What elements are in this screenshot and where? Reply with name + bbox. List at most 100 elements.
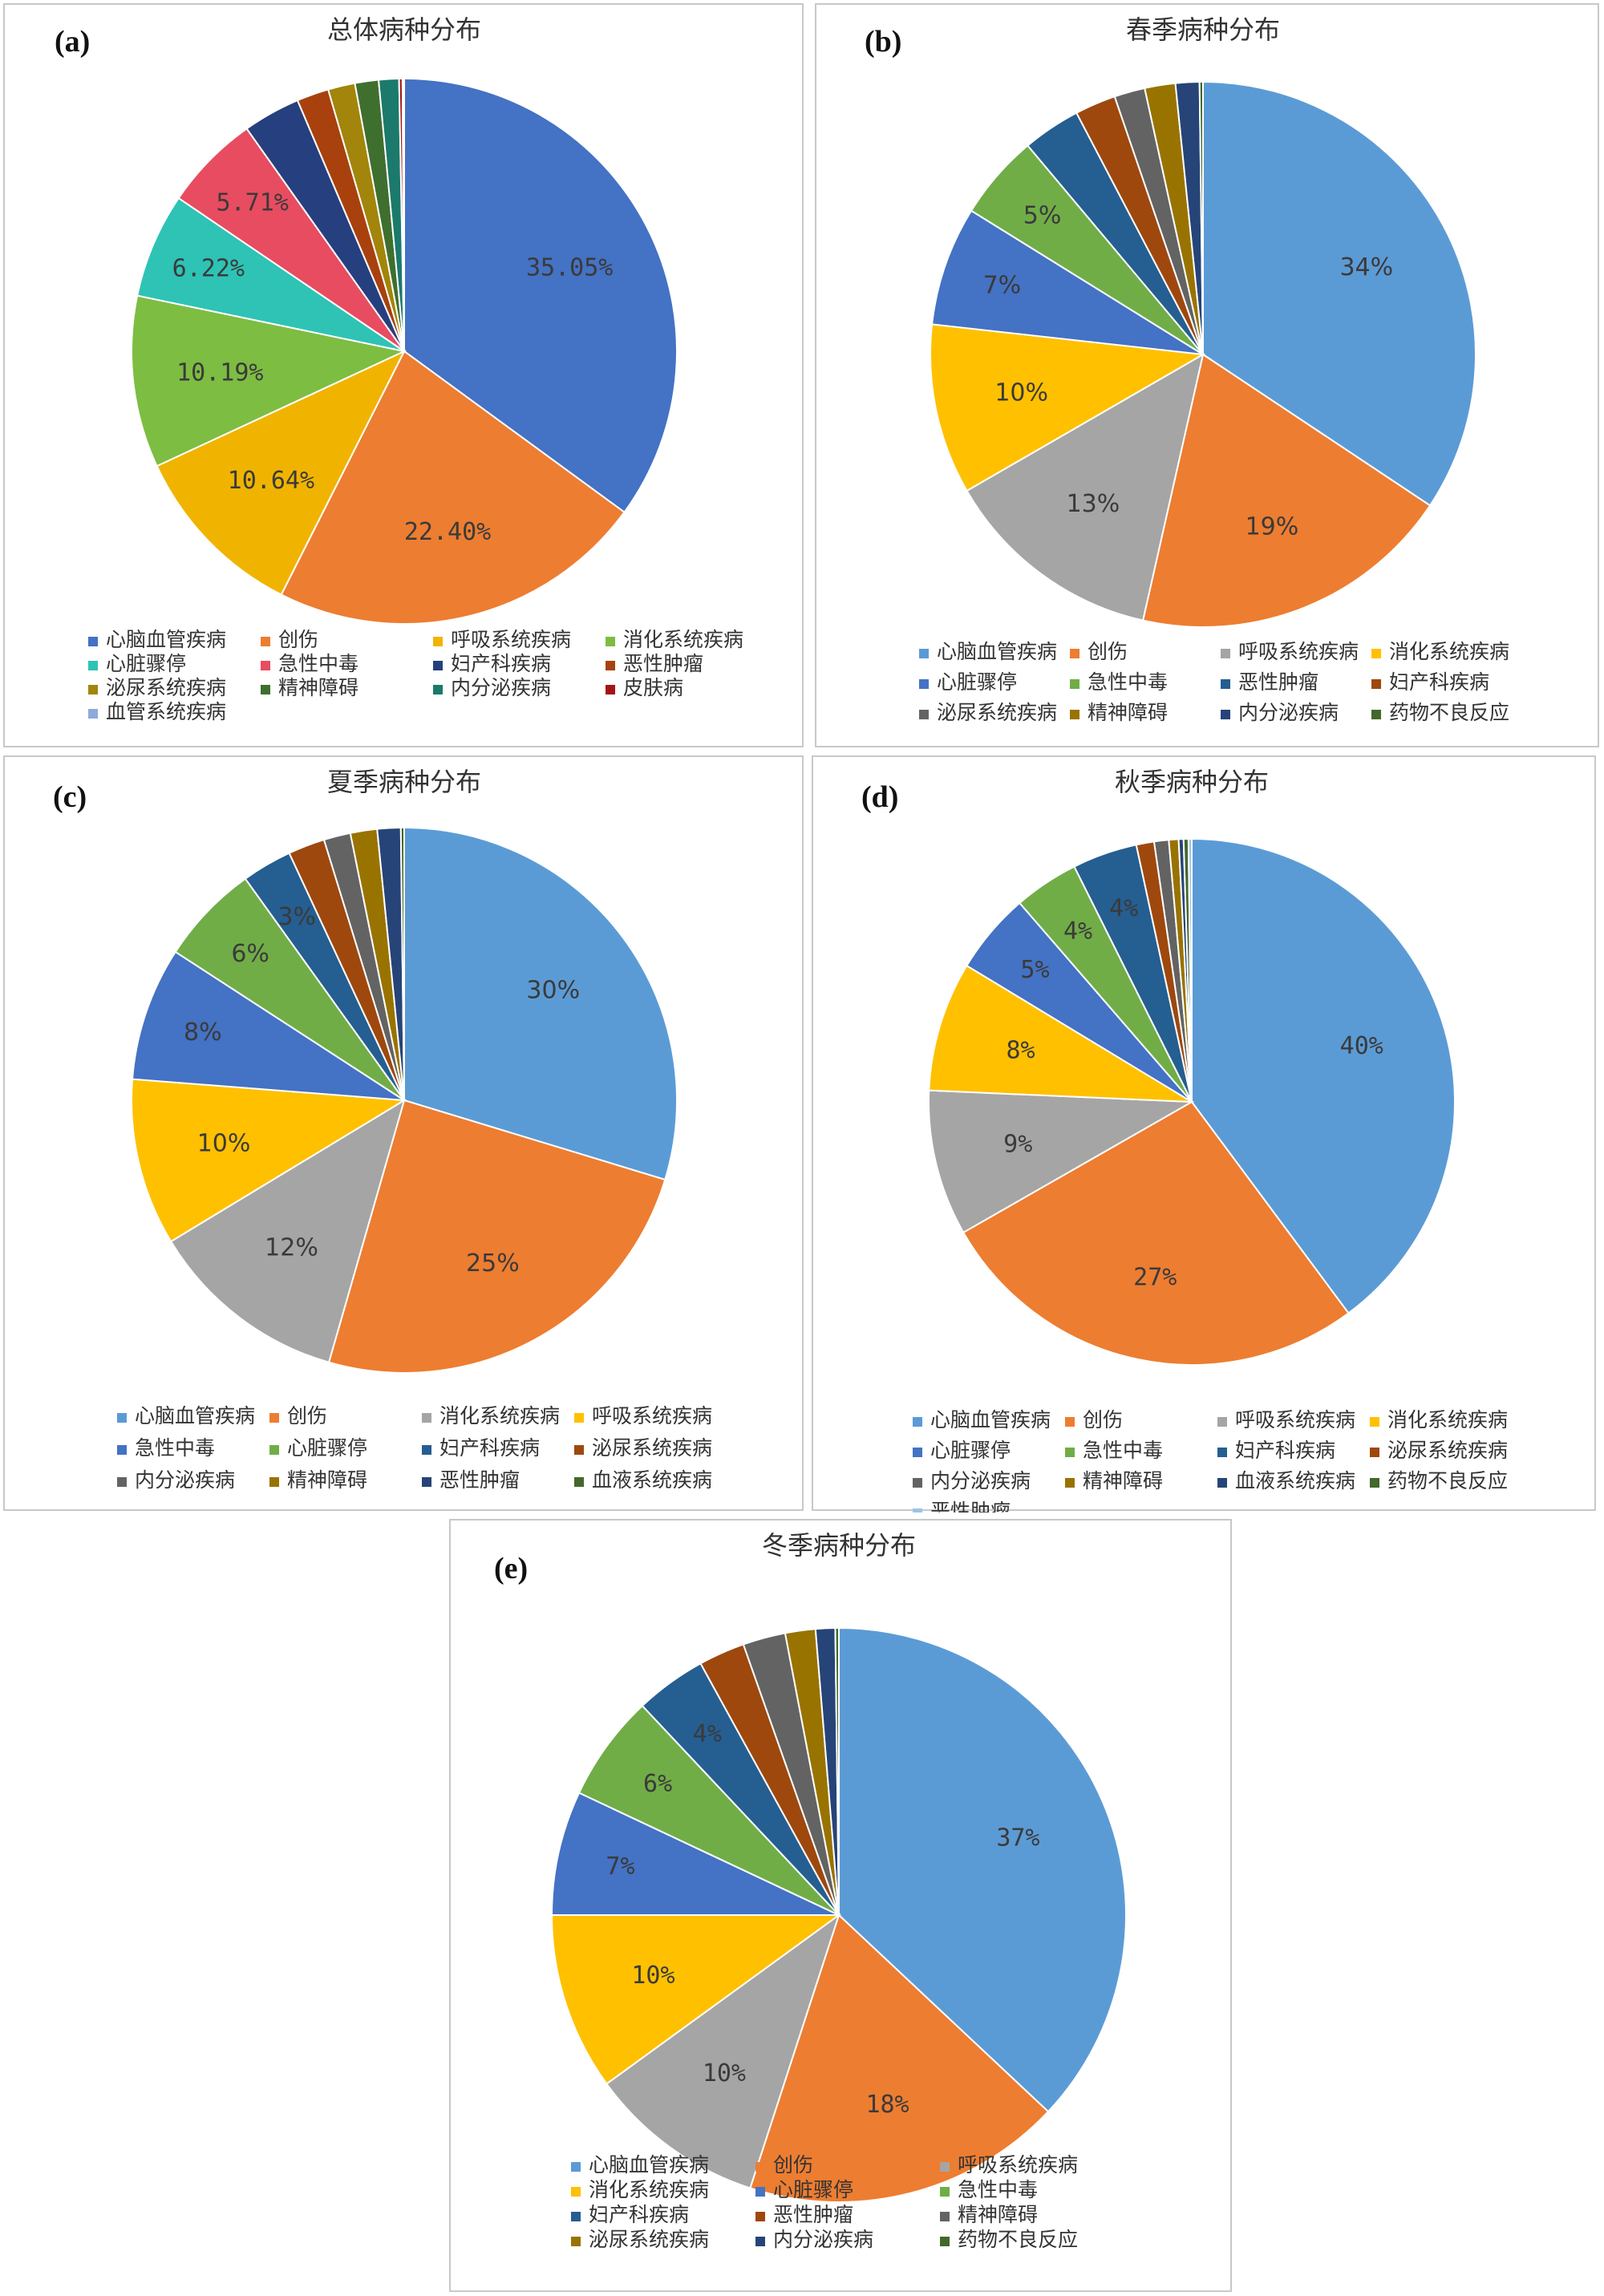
legend-swatch-c-9: [269, 1477, 279, 1487]
legend-label-b-5: 急性中毒: [1088, 670, 1168, 694]
legend-swatch-c-10: [422, 1477, 431, 1487]
legend-swatch-d-5: [1065, 1448, 1075, 1457]
legend-label-a-8: 泌尿系统疾病: [106, 676, 226, 699]
legend-swatch-e-9: [571, 2237, 581, 2246]
slice-label-a-1: 22.40%: [404, 518, 491, 546]
legend-swatch-e-11: [940, 2237, 950, 2246]
pie-slice-a-0: [403, 77, 678, 514]
slice-label-d-0: 40%: [1340, 1032, 1383, 1060]
slice-label-d-2: 9%: [1003, 1131, 1032, 1159]
legend-swatch-c-6: [422, 1445, 431, 1455]
legend-label-d-2: 呼吸系统疾病: [1235, 1408, 1355, 1431]
slice-label-e-2: 10%: [703, 2059, 746, 2087]
legend-swatch-d-10: [1217, 1478, 1227, 1488]
legend-swatch-c-5: [269, 1445, 279, 1455]
pie-slice-e-4: [550, 1792, 840, 1916]
slice-label-d-3: 8%: [1006, 1036, 1035, 1064]
legend-swatch-d-1: [1065, 1417, 1075, 1427]
legend-label-d-1: 创伤: [1083, 1408, 1123, 1431]
pie-slice-d-3: [928, 964, 1193, 1103]
legend-swatch-b-11: [1371, 710, 1381, 719]
pie-panel-d: (d) 秋季病种分布 40% 27% 9% 8% 5% 4% 4% 心脑血管疾病 创伤 呼吸系统疾病 消…: [812, 755, 1596, 1512]
legend-label-e-8: 精神障碍: [958, 2203, 1038, 2226]
legend-swatch-d-6: [1217, 1448, 1227, 1457]
legend-label-c-6: 妇产科疾病: [439, 1436, 540, 1460]
legend-label-a-2: 呼吸系统疾病: [451, 628, 571, 651]
slice-label-e-4: 7%: [606, 1853, 634, 1881]
legend-swatch-d-11: [1370, 1478, 1379, 1488]
chart-title-b: 春季病种分布: [1126, 14, 1280, 45]
legend-swatch-a-0: [88, 637, 98, 646]
pie-slice-b-2: [966, 352, 1205, 622]
legend-label-e-3: 消化系统疾病: [589, 2178, 709, 2201]
slice-label-a-5: 5.71%: [217, 188, 289, 217]
slice-label-e-3: 10%: [631, 1962, 674, 1990]
panel-label-d: (d): [861, 780, 898, 814]
legend-label-c-2: 消化系统疾病: [439, 1404, 560, 1427]
legend-swatch-a-5: [261, 661, 270, 670]
slice-label-e-5: 6%: [643, 1770, 672, 1798]
legend-swatch-c-4: [117, 1445, 127, 1455]
pie-slice-c-11: [399, 826, 405, 1101]
pie-slice-e-3: [550, 1914, 842, 2085]
legend-swatch-d-2: [1217, 1417, 1227, 1427]
legend-label-d-9: 精神障碍: [1083, 1469, 1163, 1492]
legend-swatch-b-8: [919, 710, 929, 719]
legend-label-e-0: 心脑血管疾病: [589, 2153, 709, 2177]
legend-swatch-b-5: [1070, 679, 1079, 689]
legend-label-b-11: 药物不良反应: [1389, 701, 1509, 724]
legend-label-d-6: 妇产科疾病: [1235, 1439, 1335, 1462]
slice-label-c-3: 10%: [197, 1129, 251, 1157]
pie-slice-a-1: [280, 350, 626, 625]
slice-label-c-6: 3%: [277, 903, 316, 931]
legend-label-e-11: 药物不良反应: [958, 2228, 1078, 2251]
legend-label-a-7: 恶性肿瘤: [623, 652, 703, 675]
legend-swatch-a-4: [88, 661, 98, 670]
legend-swatch-d-4: [913, 1448, 922, 1457]
pie-slice-b-11: [1198, 80, 1204, 355]
pie-slice-c-4: [131, 950, 405, 1101]
legend-label-e-1: 创伤: [773, 2153, 813, 2177]
legend-swatch-a-8: [88, 685, 98, 694]
slice-label-d-1: 27%: [1133, 1263, 1177, 1291]
legend-label-a-9: 精神障碍: [278, 676, 358, 699]
legend-label-e-6: 妇产科疾病: [589, 2203, 689, 2226]
legend-label-a-5: 急性中毒: [278, 652, 358, 675]
legend-label-b-9: 精神障碍: [1088, 701, 1168, 724]
legend-label-a-0: 心脑血管疾病: [106, 628, 226, 651]
legend-swatch-c-2: [422, 1413, 431, 1423]
pie-slice-d-12: [1187, 837, 1193, 1103]
legend-label-d-8: 内分泌疾病: [930, 1469, 1031, 1492]
slice-label-c-1: 25%: [466, 1249, 520, 1278]
legend-label-d-12: 恶性肿瘤: [930, 1500, 1011, 1512]
pie-chart-b: (b) 春季病种分布 34% 19% 13% 10% 7% 5% 心脑血管疾病 创伤 呼吸系统疾病 消…: [865, 14, 1509, 724]
legend-swatch-c-8: [117, 1477, 127, 1487]
legend-label-e-5: 急性中毒: [958, 2178, 1038, 2201]
pie-slice-e-0: [838, 1626, 1127, 2113]
pie-slice-e-1: [749, 1913, 1050, 2203]
legend-label-a-12: 血管系统疾病: [106, 700, 226, 723]
pie-panel-c: (c) 夏季病种分布 30% 25% 12% 10% 8% 6% 3% 心脑血管疾病 创伤 消化系统疾…: [3, 755, 804, 1511]
slice-label-c-2: 12%: [265, 1234, 318, 1262]
legend-swatch-e-4: [755, 2187, 765, 2197]
legend-label-d-4: 心脏骤停: [930, 1439, 1011, 1462]
legend-label-e-9: 泌尿系统疾病: [589, 2228, 709, 2251]
legend-swatch-a-6: [433, 661, 443, 670]
slice-label-c-0: 30%: [526, 976, 580, 1004]
legend-label-c-7: 泌尿系统疾病: [592, 1436, 712, 1460]
pie-chart-c: (c) 夏季病种分布 30% 25% 12% 10% 8% 6% 3% 心脑血管疾病 创伤 消化系统疾…: [53, 767, 712, 1492]
slice-label-a-0: 35.05%: [526, 253, 613, 281]
legend-swatch-b-1: [1070, 649, 1079, 658]
legend-swatch-e-5: [940, 2187, 950, 2197]
legend-swatch-c-7: [574, 1445, 584, 1455]
legend-label-b-0: 心脑血管疾病: [937, 640, 1057, 663]
legend-label-d-3: 消化系统疾病: [1387, 1408, 1508, 1431]
legend-swatch-d-3: [1370, 1417, 1379, 1427]
legend-swatch-d-0: [913, 1417, 922, 1427]
legend-label-b-8: 泌尿系统疾病: [937, 701, 1057, 724]
legend-label-d-5: 急性中毒: [1083, 1439, 1163, 1462]
pie-slice-d-1: [962, 1100, 1350, 1366]
slice-label-b-1: 19%: [1246, 513, 1299, 541]
legend-label-c-3: 呼吸系统疾病: [592, 1404, 712, 1427]
chart-title-e: 冬季病种分布: [762, 1530, 916, 1561]
